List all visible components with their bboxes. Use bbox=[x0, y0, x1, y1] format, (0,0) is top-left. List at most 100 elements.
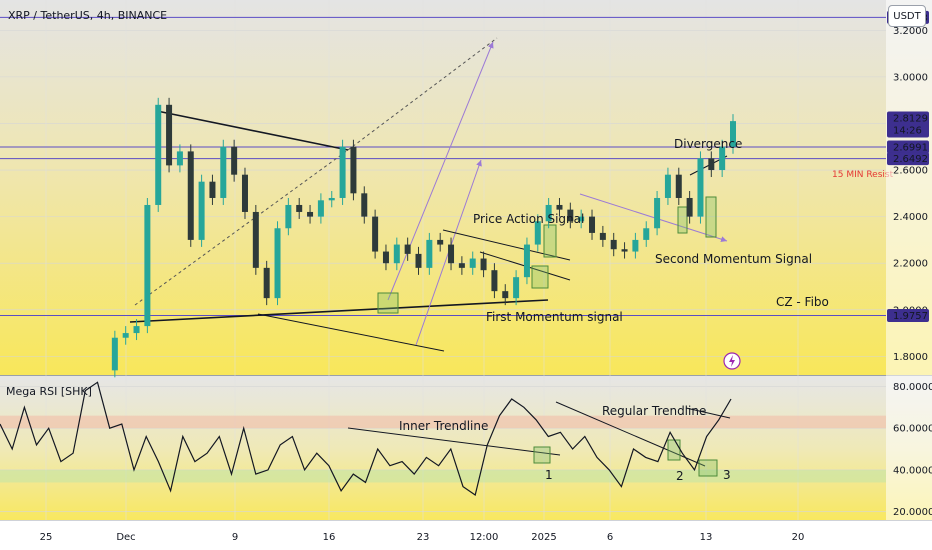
second-momentum-box-a[interactable] bbox=[677, 206, 688, 234]
candle-body bbox=[372, 216, 379, 252]
price-action-box[interactable] bbox=[543, 224, 557, 258]
y-tick-label: 2.6000 bbox=[893, 166, 928, 177]
candle-body bbox=[686, 197, 693, 217]
regular-trendline-label: Regular Trendline bbox=[602, 404, 706, 418]
first-momentum-label: First Momentum signal bbox=[486, 310, 623, 324]
rsi-divergence-line[interactable] bbox=[685, 407, 731, 419]
candle-body bbox=[155, 104, 162, 205]
lightning-icon[interactable] bbox=[723, 352, 741, 370]
inner-trendline[interactable] bbox=[347, 427, 561, 456]
candle-body bbox=[480, 258, 487, 271]
candle-body bbox=[285, 204, 292, 229]
price-axis[interactable]: 3.20003.00002.80002.60002.40002.20002.00… bbox=[886, 0, 932, 520]
candle-body bbox=[502, 291, 509, 299]
candle-body bbox=[176, 151, 183, 166]
rsi-tick-label: 40.0000 bbox=[893, 465, 932, 476]
drawings[interactable] bbox=[129, 37, 731, 477]
candle-body bbox=[675, 174, 682, 198]
candle-body bbox=[708, 158, 715, 171]
x-tick-label: 25 bbox=[40, 532, 53, 543]
candle-body bbox=[166, 104, 173, 166]
candle-body bbox=[274, 228, 281, 299]
candle-body bbox=[263, 267, 270, 299]
candle-body bbox=[415, 253, 422, 268]
candle-body bbox=[458, 263, 465, 268]
y-tick-label: 2.4000 bbox=[893, 212, 928, 223]
x-tick-label: 13 bbox=[700, 532, 713, 543]
time-axis[interactable]: 25 Dec 9 16 23 12:00 2025 6 13 20 bbox=[40, 532, 805, 543]
candle-body bbox=[621, 249, 628, 252]
price-tag-time: 14:26 bbox=[893, 125, 922, 136]
candle-body bbox=[393, 244, 400, 264]
support-trendline[interactable] bbox=[129, 299, 549, 323]
candle-body bbox=[567, 209, 574, 222]
dashed-diagonal-b[interactable] bbox=[347, 37, 498, 151]
y-tick-label: 1.8000 bbox=[893, 352, 928, 363]
price-tag bbox=[887, 140, 929, 154]
candle-body bbox=[610, 239, 617, 250]
candle-body bbox=[339, 146, 346, 198]
divergence-arrow[interactable] bbox=[579, 193, 728, 243]
rsi-axis[interactable]: 80.0000 60.0000 40.0000 20.0000 bbox=[893, 382, 932, 518]
candle-body bbox=[111, 337, 118, 371]
candle-body bbox=[361, 193, 368, 217]
candle-body bbox=[545, 204, 552, 222]
candle-body bbox=[307, 211, 314, 217]
y-tick-label: 3.2000 bbox=[893, 26, 928, 37]
candle-body bbox=[719, 146, 726, 171]
projection-arrow-1[interactable] bbox=[387, 41, 494, 301]
rsi-pane-background bbox=[0, 376, 932, 520]
rsi-box-3[interactable] bbox=[698, 459, 718, 477]
candle-body bbox=[317, 200, 324, 217]
second-momentum-box-b[interactable] bbox=[705, 196, 717, 238]
rsi-box-1[interactable] bbox=[533, 446, 551, 464]
lower-channel-line[interactable] bbox=[257, 313, 445, 352]
currency-button[interactable]: USDT bbox=[888, 5, 926, 27]
upper-wedge-line[interactable] bbox=[156, 110, 349, 151]
inner-trendline-label: Inner Trendline bbox=[399, 419, 488, 433]
dashed-diagonal-a[interactable] bbox=[134, 149, 349, 306]
candle-body bbox=[513, 277, 520, 299]
y-tick-label: 3.0000 bbox=[893, 72, 928, 83]
rsi-bands bbox=[0, 415, 886, 483]
candle-body bbox=[426, 239, 433, 268]
rsi-box-2[interactable] bbox=[667, 439, 681, 461]
rsi-series bbox=[0, 381, 732, 496]
candle-body bbox=[534, 221, 541, 245]
x-tick-label: 2025 bbox=[531, 532, 556, 543]
rsi-marker-1: 1 bbox=[545, 468, 553, 482]
candle-body bbox=[697, 158, 704, 217]
price-tag-label: 1.9757 bbox=[893, 311, 928, 322]
candle-body bbox=[578, 216, 585, 222]
rsi-marker-3: 3 bbox=[723, 468, 731, 482]
price-tag-label: 2.6492 bbox=[893, 154, 928, 165]
candle-body bbox=[654, 197, 661, 229]
rsi-band bbox=[0, 415, 886, 429]
x-tick-label: 9 bbox=[232, 532, 238, 543]
candle-body bbox=[491, 270, 498, 292]
price-tag bbox=[887, 152, 929, 166]
rsi-line bbox=[0, 381, 732, 496]
rsi-tick-label: 60.0000 bbox=[893, 424, 932, 435]
candle-body bbox=[599, 232, 606, 240]
rsi-band bbox=[0, 469, 886, 483]
pa-channel-top[interactable] bbox=[442, 229, 571, 261]
candle-body bbox=[730, 121, 736, 147]
resist-label: 15 MIN Resist bbox=[832, 170, 894, 180]
price-tag bbox=[887, 111, 929, 138]
candle-body bbox=[437, 239, 444, 245]
candle-body bbox=[296, 204, 303, 212]
candle-body bbox=[187, 151, 194, 240]
x-tick-label: 6 bbox=[607, 532, 613, 543]
cz-fibo-label: CZ - Fibo bbox=[776, 295, 829, 309]
first-momentum-box[interactable] bbox=[377, 292, 399, 314]
momentum-box-2[interactable] bbox=[531, 265, 549, 289]
candle-body bbox=[328, 197, 335, 201]
candle-body bbox=[448, 244, 455, 264]
candle-body bbox=[664, 174, 671, 198]
x-tick-label: 23 bbox=[417, 532, 430, 543]
x-tick-label: 20 bbox=[792, 532, 805, 543]
x-tick-label: 16 bbox=[323, 532, 336, 543]
